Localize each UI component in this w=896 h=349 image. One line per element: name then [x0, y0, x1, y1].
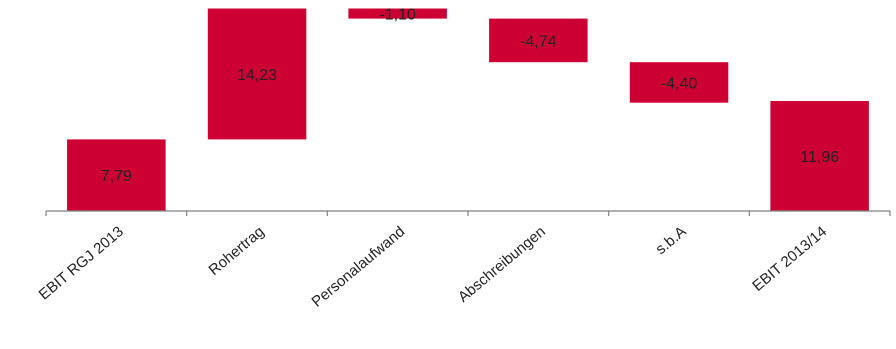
bar-s-b-a: [629, 62, 729, 103]
x-axis: [45, 210, 891, 216]
value-labels-group: 7,79 14,23 -1,10 -4,74 -4,40 11,96: [101, 7, 839, 186]
category-label-personalaufwand: Personalaufwand: [309, 223, 409, 311]
category-label-rohertrag: Rohertrag: [206, 223, 268, 279]
value-label-personalaufwand: -1,10: [379, 7, 416, 24]
value-label-rohertrag: 14,23: [237, 67, 277, 84]
bar-ebit-rgj-2013: [67, 139, 166, 211]
value-label-s-b-a: -4,40: [661, 75, 698, 92]
bar-abschreibungen: [489, 18, 588, 63]
category-labels-group: EBIT RGJ 2013 Rohertrag Personalaufwand Abs…: [36, 223, 831, 311]
value-label-ebit-rgj-2013: 7,79: [101, 168, 132, 185]
category-label-s-b-a: s.b.A: [652, 223, 689, 258]
bar-ebit-2013-14: [770, 101, 869, 211]
bars-group: [67, 8, 869, 211]
category-label-abschreibungen: Abschreibungen: [455, 223, 549, 306]
value-label-abschreibungen: -4,74: [520, 33, 557, 50]
value-label-ebit-2013-14: 11,96: [800, 149, 839, 166]
bar-personalaufwand: [348, 8, 447, 19]
bar-rohertrag: [207, 8, 307, 140]
category-label-ebit-rgj-2013: EBIT RGJ 2013: [36, 223, 127, 303]
category-label-ebit-2013-14: EBIT 2013/14: [749, 223, 830, 295]
